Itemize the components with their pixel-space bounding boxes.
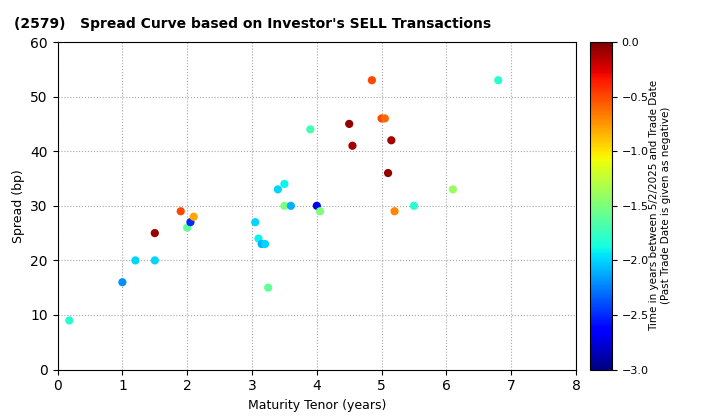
Point	[181, 224, 193, 231]
Point	[305, 126, 316, 133]
Point	[262, 284, 274, 291]
Point	[285, 202, 297, 209]
Point	[249, 219, 261, 226]
Point	[149, 257, 161, 264]
Point	[492, 77, 504, 84]
Point	[389, 208, 400, 215]
Point	[379, 115, 390, 122]
Text: (2579)   Spread Curve based on Investor's SELL Transactions: (2579) Spread Curve based on Investor's …	[14, 17, 492, 31]
Point	[256, 241, 268, 247]
Point	[343, 121, 355, 127]
Point	[311, 202, 323, 209]
Point	[376, 115, 387, 122]
Point	[184, 219, 196, 226]
Point	[279, 181, 290, 187]
Point	[447, 186, 459, 193]
Point	[386, 137, 397, 144]
Point	[347, 142, 359, 149]
Point	[175, 208, 186, 215]
Point	[408, 202, 420, 209]
Point	[253, 235, 264, 242]
Point	[130, 257, 141, 264]
Point	[63, 317, 75, 324]
Point	[279, 202, 290, 209]
X-axis label: Maturity Tenor (years): Maturity Tenor (years)	[248, 399, 386, 412]
Point	[315, 208, 326, 215]
Point	[149, 230, 161, 236]
Point	[272, 186, 284, 193]
Point	[188, 213, 199, 220]
Y-axis label: Time in years between 5/2/2025 and Trade Date
(Past Trade Date is given as negat: Time in years between 5/2/2025 and Trade…	[649, 80, 671, 331]
Point	[259, 241, 271, 247]
Point	[117, 279, 128, 286]
Point	[382, 170, 394, 176]
Point	[366, 77, 377, 84]
Y-axis label: Spread (bp): Spread (bp)	[12, 169, 24, 243]
